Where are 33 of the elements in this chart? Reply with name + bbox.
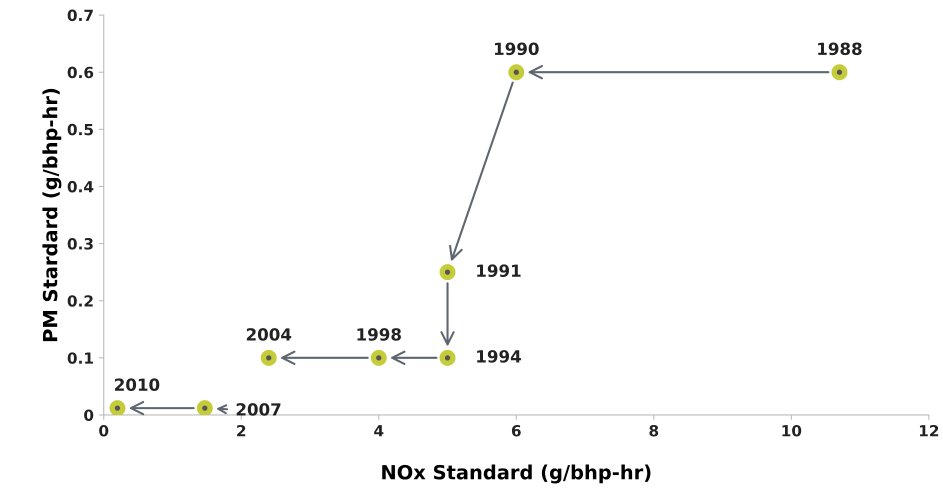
annotation: 1994	[477, 350, 521, 363]
y-tick-label: 0.1	[68, 352, 93, 364]
annotation: 2010	[115, 378, 160, 391]
y-tick-label: 0	[84, 409, 94, 421]
x-tick-label: 8	[649, 424, 658, 437]
point	[370, 350, 387, 366]
x-axis-title: NOx Standard (g/bhp-hr)	[382, 464, 650, 484]
y-tick-label: 0.6	[68, 66, 94, 78]
point	[831, 64, 848, 80]
y-tick-label: 0.2	[68, 295, 93, 307]
x-tick-label: 0	[99, 424, 108, 437]
annotation: 2007	[236, 403, 280, 416]
point	[260, 350, 277, 366]
point	[196, 400, 213, 415]
x-tick-label: 12	[920, 424, 938, 436]
x-tick-label: 10	[782, 424, 802, 437]
y-tick-label: 0.4	[68, 180, 94, 192]
point	[110, 400, 126, 415]
annotation: 1998	[357, 328, 401, 341]
x-tick-label: 6	[512, 424, 521, 437]
y-tick-label: 0.5	[68, 124, 93, 136]
point	[440, 264, 456, 280]
x-tick-label: 2	[237, 424, 246, 436]
annotation: 1991	[477, 264, 521, 277]
point	[508, 64, 524, 80]
y-tick-label: 0.7	[68, 10, 93, 22]
point	[440, 350, 456, 366]
y-tick-label: 0.3	[68, 238, 93, 250]
y-axis-title: PM Stardard (g/bhp-hr)	[42, 88, 62, 342]
annotation: 2004	[246, 328, 292, 341]
annotation: 1988	[818, 42, 862, 56]
annotation: 1990	[494, 42, 539, 56]
x-tick-label: 4	[374, 425, 384, 436]
